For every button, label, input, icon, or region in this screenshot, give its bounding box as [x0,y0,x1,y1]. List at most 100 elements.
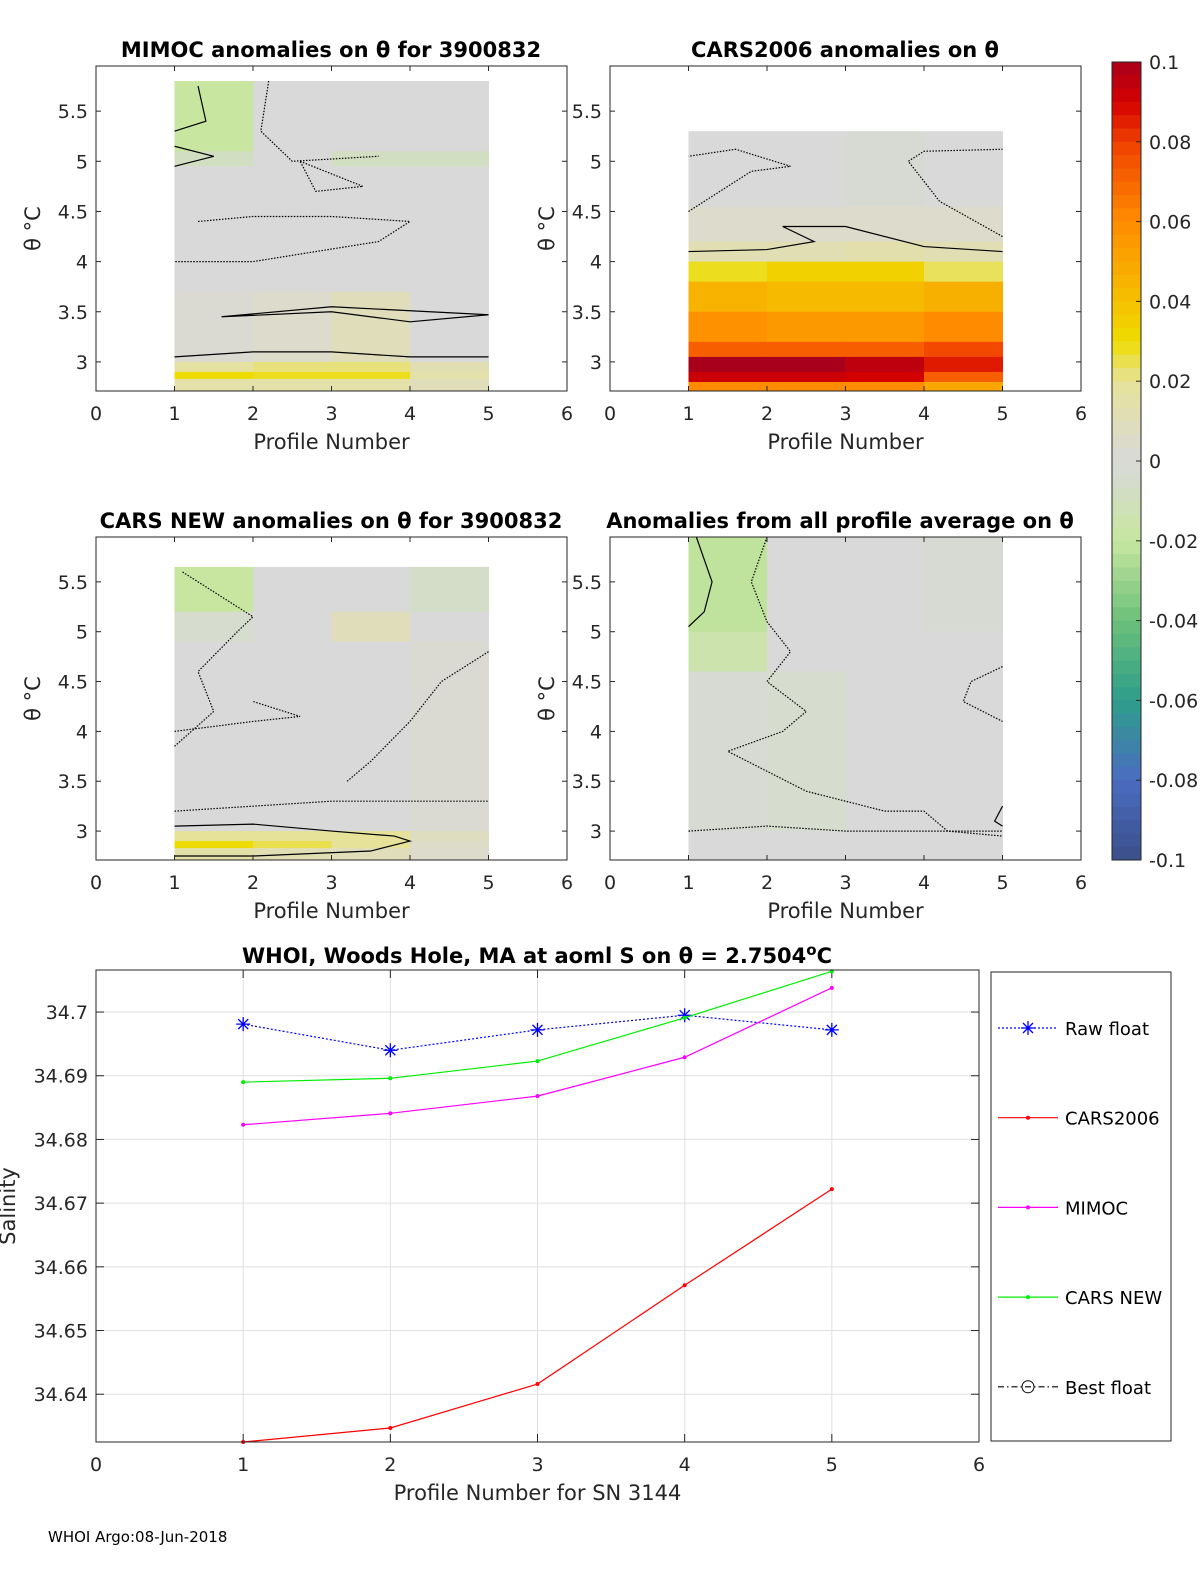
contour-line [174,351,489,358]
heatmap-cell [331,848,411,860]
colorbar-segment [1112,221,1141,236]
heatmap-cell [410,831,489,842]
y-tick-label: 4 [76,252,88,274]
heatmap-cell [688,311,768,343]
contour-line [962,666,1003,722]
colorbar-segment [1112,580,1141,595]
asterisk-marker [1021,1021,1035,1035]
colorbar-segment [1112,115,1141,129]
heatmap-panel-2: 0 1 2 3 4 5 6 3 3.5 4 4.5 5 5.5 Profile Number θ °C [535,65,1087,454]
heatmap-cell [174,378,254,391]
colorbar-segment [1112,727,1141,741]
heatmap-cell [253,361,332,373]
heatmap-cell [767,341,846,358]
y-tick-label: 5.5 [58,101,88,123]
heatmap-cell [253,831,332,842]
x-tick-label: 0 [604,403,616,425]
colorbar-segment [1112,660,1141,675]
y-tick-label: 3.5 [58,771,88,793]
dot-marker [241,1122,246,1127]
colorbar-segment [1112,128,1141,143]
colorbar-tick-label: 0.1 [1149,52,1179,74]
heatmap-cell [410,151,489,167]
dot-marker [388,1111,393,1116]
legend-entry: Raw float [998,1019,1149,1040]
y-tick-label: 3 [590,352,602,374]
y-axis-label: θ °C [21,676,45,721]
colorbar-segment [1112,500,1141,515]
asterisk-marker [236,1017,251,1032]
heatmap-cell [767,381,846,391]
y-axis-label: θ °C [535,206,559,251]
heatmap-cell [924,381,1003,391]
colorbar-segment [1112,846,1141,861]
panel-title-mimoc: MIMOC anomalies on θ for 3900832 [121,38,541,62]
x-tick-label: 4 [404,872,416,894]
heatmap-cell [924,371,1003,383]
colorbar-segment [1112,554,1141,568]
x-tick-label: 2 [247,872,259,894]
x-tick-label: 1 [168,403,180,425]
colorbar-segment [1112,421,1141,435]
dot-marker [388,1076,393,1081]
heatmap-cell [331,81,411,152]
y-tick-label: 3.5 [572,771,602,793]
heatmap-cell [845,371,925,383]
heatmap-cell [174,291,254,363]
heatmap-cell [767,241,846,263]
heatmap-cell [688,206,768,243]
y-tick-label: 3 [590,821,602,843]
x-tick-label: 6 [973,1454,985,1476]
heatmap-cell [331,151,411,167]
colorbar-tick-label: -0.02 [1149,531,1198,553]
y-tick-label: 34.65 [34,1321,88,1343]
line-chart-title-sup: o [806,941,816,959]
x-tick-label: 0 [90,403,102,425]
heatmap-cell [767,261,846,283]
colorbar-segment [1112,341,1141,356]
x-axis-label: Profile Number [767,430,924,454]
colorbar-segment [1112,447,1141,462]
line-chart-title-suffix: C [817,944,832,968]
y-tick-label: 5 [76,151,88,173]
heatmap-cell [767,356,846,373]
dot-marker [1026,1115,1030,1120]
colorbar-tick-label: -0.1 [1149,850,1186,872]
heatmap-cell [331,611,411,643]
colorbar-segment [1112,248,1141,262]
y-tick-label: 3.5 [58,302,88,324]
x-tick-label: 4 [918,872,930,894]
heatmap-cell [253,841,332,849]
y-tick-label: 5 [590,151,602,173]
heatmap-cell [924,356,1003,373]
y-tick-label: 4 [590,721,602,743]
y-tick-label: 5 [590,622,602,644]
asterisk-marker [383,1043,398,1058]
x-tick-label: 6 [1075,403,1087,425]
x-axis-label: Profile Number for SN 3144 [394,1481,682,1505]
heatmap-cell [845,261,925,283]
contour-line [688,225,1003,253]
heatmap-cell [410,848,489,860]
colorbar-tick-label: 0.02 [1149,371,1191,393]
colorbar-segment [1112,301,1141,316]
heatmap-cell [174,361,254,373]
y-tick-label: 4 [590,252,602,274]
heatmap-cell [253,371,332,380]
heatmap-cell [174,848,254,860]
colorbar-segment [1112,101,1141,116]
heatmap-cell [845,537,925,633]
asterisk-marker [530,1022,545,1037]
heatmap-cell [767,631,846,673]
heatmap-panel-4: 0 1 2 3 4 5 6 3 3.5 4 4.5 5 5.5 Profile Number θ °C [535,536,1087,923]
heatmap-cell [845,381,925,391]
x-tick-label: 4 [404,403,416,425]
x-tick-label: 1 [168,872,180,894]
x-tick-label: 0 [90,872,102,894]
contour-line [174,145,214,167]
heatmap-cell [174,166,254,293]
dot-marker [829,1187,834,1192]
heatmap-cell [924,341,1003,358]
colorbar-segment [1112,328,1141,342]
heatmap-panel-1: 0 1 2 3 4 5 6 3 3.5 4 4.5 5 5.5 Profile Number θ °C [21,65,573,454]
